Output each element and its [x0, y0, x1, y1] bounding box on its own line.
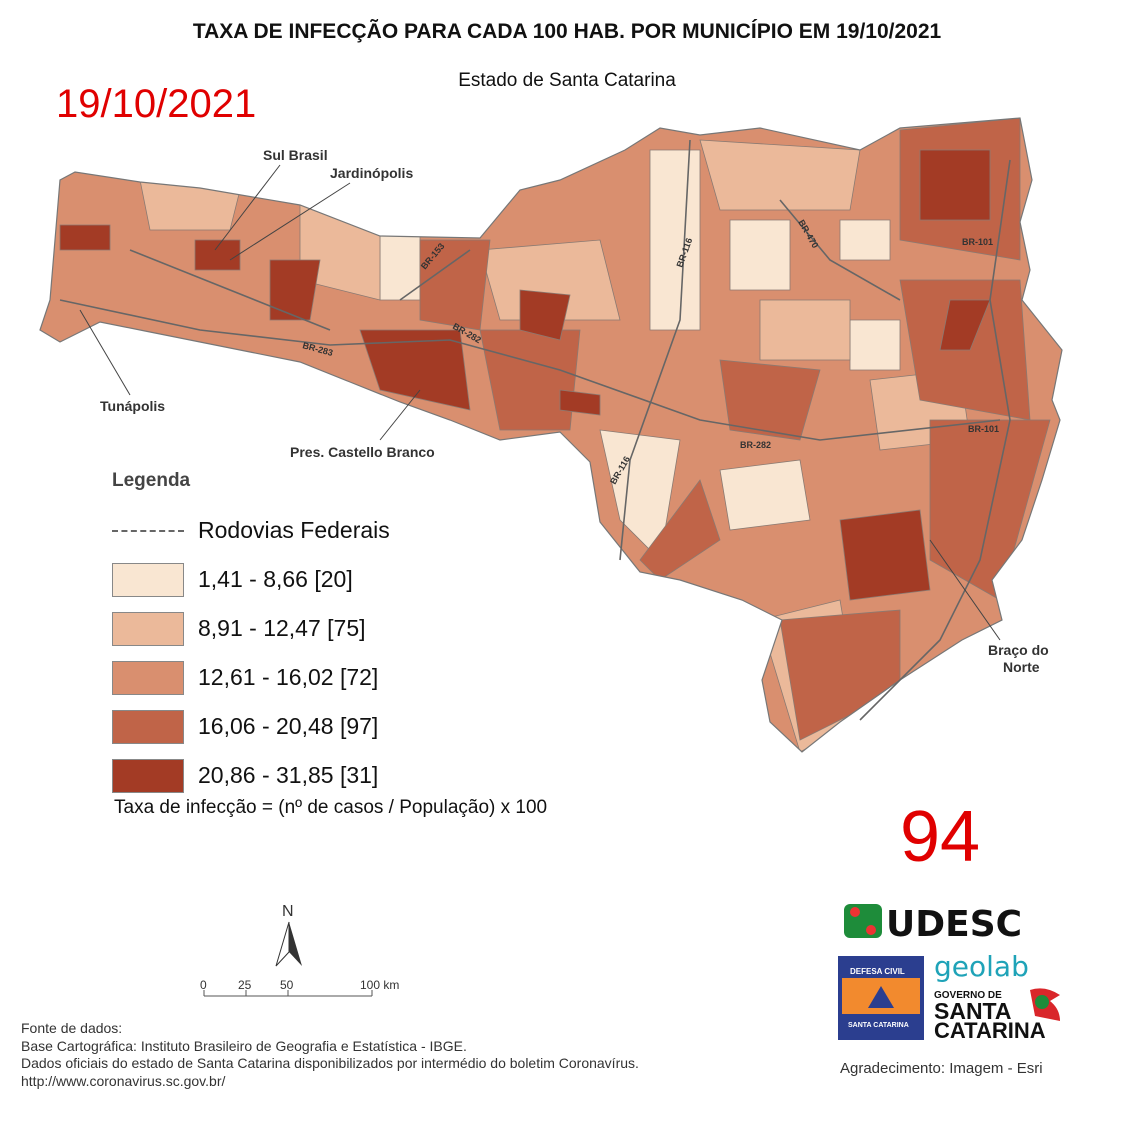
legend-roads-label: Rodovias Federais [198, 517, 390, 543]
svg-text:UDESC: UDESC [886, 904, 1022, 945]
svg-text:SANTA: SANTA [934, 998, 1012, 1024]
credit: Agradecimento: Imagem - Esri [840, 1060, 1043, 1077]
municipality [479, 239, 621, 321]
legend-swatch [112, 562, 184, 597]
legend-label: 8,91 - 12,47 [75] [198, 615, 366, 641]
legend-label: 20,86 - 31,85 [31] [198, 762, 379, 788]
highway-label: BR-101 [962, 237, 993, 247]
municipality [729, 219, 791, 291]
legend-class: 8,91 - 12,47 [75] [112, 604, 390, 653]
north-arrow-icon-dark [289, 922, 302, 966]
geolab-logo: geolab [934, 950, 1029, 983]
municipality [699, 139, 861, 211]
svg-text:CATARINA: CATARINA [934, 1018, 1046, 1043]
map-subtitle: Estado de Santa Catarina [458, 70, 676, 91]
scale-bar [203, 990, 373, 997]
leader-lines [79, 164, 1001, 641]
legend-swatch [112, 758, 184, 793]
north-label: N [282, 903, 294, 920]
source-link[interactable]: http://www.coronavirus.sc.gov.br/ [21, 1072, 226, 1089]
svg-text:DEFESA CIVIL: DEFESA CIVIL [850, 967, 905, 976]
source-line: Dados oficiais do estado de Santa Catari… [21, 1055, 639, 1071]
label-tunapolis: Tunápolis [100, 398, 165, 414]
legend-roads: Rodovias Federais [112, 506, 390, 555]
governo-sc-logo: GOVERNO DE SANTA CATARINA [934, 988, 1060, 1043]
legend-label: 16,06 - 20,48 [97] [198, 713, 379, 739]
udesc-logo: UDESC [844, 904, 1022, 945]
north-arrow-icon [275, 921, 290, 967]
municipality [359, 329, 471, 411]
legend-label: 12,61 - 16,02 [72] [198, 664, 379, 690]
legend-label: 1,41 - 8,66 [20] [198, 566, 353, 592]
highway-label: BR-101 [968, 424, 999, 434]
svg-text:SANTA CATARINA: SANTA CATARINA [848, 1022, 909, 1029]
legend-swatch [112, 660, 184, 695]
scale-tick: 0 [200, 978, 207, 992]
legend-swatch [112, 709, 184, 744]
map-title: TAXA DE INFECÇÃO PARA CADA 100 HAB. POR … [192, 20, 942, 43]
municipality [839, 509, 931, 601]
municipality [719, 359, 821, 441]
legend-class: 12,61 - 16,02 [72] [112, 653, 390, 702]
source-line: Base Cartográfica: Instituto Brasileiro … [21, 1037, 467, 1054]
municipality [519, 289, 571, 341]
municipality [269, 259, 321, 321]
label-braco-do-norte: Braço do [988, 642, 1049, 658]
municipality [839, 219, 891, 261]
number-overlay: 94 [900, 797, 981, 877]
road-line-icon [112, 529, 184, 532]
scale-tick: 100 km [360, 978, 399, 992]
legend: Legenda Rodovias Federais 1,41 - 8,66 [2… [112, 470, 390, 800]
legend-swatch [112, 611, 184, 646]
source-line: Fonte de dados: [21, 1020, 123, 1036]
federal-highways [59, 139, 1011, 721]
legend-class: 16,06 - 20,48 [97] [112, 702, 390, 751]
label-braco-do-norte-2: Norte [1003, 659, 1040, 675]
municipality [759, 299, 851, 361]
legend-title: Legenda [112, 470, 191, 491]
municipality [559, 389, 601, 416]
label-jardinopolis: Jardinópolis [330, 165, 413, 181]
municipality [194, 239, 241, 271]
formula: Taxa de infecção = (nº de casos / Popula… [114, 797, 548, 818]
label-sul-brasil: Sul Brasil [263, 147, 328, 163]
legend-class: 1,41 - 8,66 [20] [112, 555, 390, 604]
municipality [919, 149, 991, 221]
municipality [719, 459, 811, 531]
svg-text:GOVERNO DE: GOVERNO DE [934, 990, 1002, 1001]
scale-tick: 50 [280, 978, 294, 992]
municipality [939, 299, 991, 351]
defesa-civil-logo: DEFESA CIVIL SANTA CATARINA [838, 956, 924, 1040]
sources: Fonte de dados: Base Cartográfica: Insti… [21, 1020, 639, 1090]
municipality [849, 319, 901, 371]
label-pres-castello-branco: Pres. Castello Branco [290, 444, 435, 460]
date-overlay: 19/10/2021 [56, 82, 257, 126]
highway-label: BR-282 [740, 440, 771, 450]
scale-tick: 25 [238, 978, 252, 992]
municipality [59, 224, 111, 251]
legend-class: 20,86 - 31,85 [31] [112, 751, 390, 800]
